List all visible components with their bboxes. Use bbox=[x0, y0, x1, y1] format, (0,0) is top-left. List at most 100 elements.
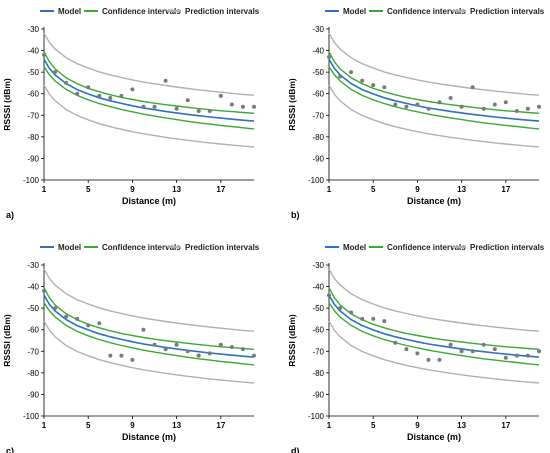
data-point bbox=[327, 55, 331, 59]
data-point bbox=[163, 78, 168, 83]
y-tick-label: -70 bbox=[27, 111, 39, 120]
y-tick-label: -30 bbox=[312, 25, 324, 34]
prediction-line bbox=[328, 320, 540, 384]
data-point bbox=[108, 353, 113, 358]
data-point bbox=[252, 353, 256, 358]
data-point bbox=[371, 83, 376, 88]
data-point bbox=[393, 340, 398, 345]
panel-label: a) bbox=[6, 210, 14, 220]
y-tick-label: -30 bbox=[27, 25, 39, 34]
data-point bbox=[448, 342, 453, 347]
legend-label-prediction: Prediction intervals bbox=[470, 243, 545, 252]
model-line bbox=[43, 294, 255, 358]
y-axis-label: RSSSI (dBm) bbox=[2, 78, 12, 131]
data-point bbox=[86, 85, 91, 90]
data-point bbox=[448, 96, 453, 100]
legend: Model Confidence intervals Prediction inte… bbox=[40, 7, 260, 16]
x-axis-label: Distance (m) bbox=[122, 196, 176, 206]
legend-label-prediction: Prediction intervals bbox=[185, 7, 260, 16]
data-point bbox=[42, 288, 46, 293]
data-point bbox=[404, 104, 409, 109]
y-tick-label: -100 bbox=[308, 176, 325, 185]
data-point bbox=[64, 314, 69, 319]
data-point bbox=[404, 347, 409, 352]
data-point bbox=[338, 306, 343, 311]
prediction-line bbox=[328, 84, 540, 148]
legend-label-model: Model bbox=[343, 243, 366, 252]
data-point bbox=[152, 104, 157, 109]
legend: Model Confidence intervals Prediction inte… bbox=[325, 7, 545, 16]
data-point bbox=[426, 106, 431, 111]
x-tick-label: 13 bbox=[457, 185, 466, 194]
legend-label-model: Model bbox=[343, 7, 366, 16]
y-tick-label: -100 bbox=[308, 412, 325, 421]
x-tick-label: 1 bbox=[327, 185, 332, 194]
legend-label-prediction: Prediction intervals bbox=[470, 7, 545, 16]
data-point bbox=[437, 357, 442, 362]
x-tick-label: 1 bbox=[327, 421, 332, 430]
y-tick-label: -60 bbox=[27, 90, 39, 99]
data-point bbox=[196, 353, 201, 358]
y-tick-label: -90 bbox=[27, 154, 39, 163]
data-point bbox=[97, 321, 102, 326]
y-tick-label: -80 bbox=[312, 133, 324, 142]
data-point bbox=[130, 357, 135, 362]
y-tick-label: -70 bbox=[27, 347, 39, 356]
data-point bbox=[514, 353, 519, 358]
model-line bbox=[328, 58, 540, 122]
data-point bbox=[75, 91, 80, 96]
y-tick-label: -80 bbox=[27, 369, 39, 378]
y-axis-label: RSSSI (dBm) bbox=[287, 78, 297, 131]
x-tick-label: 17 bbox=[216, 421, 225, 430]
y-tick-label: -50 bbox=[312, 304, 324, 313]
confidence-line bbox=[43, 66, 255, 130]
data-point bbox=[42, 52, 46, 57]
y-tick-label: -100 bbox=[23, 412, 40, 421]
data-point bbox=[481, 342, 486, 347]
data-point bbox=[327, 293, 331, 298]
data-point bbox=[64, 80, 69, 85]
prediction-line bbox=[328, 32, 540, 96]
y-tick-label: -70 bbox=[312, 111, 324, 120]
prediction-line bbox=[328, 268, 540, 332]
y-tick-label: -50 bbox=[27, 304, 39, 313]
data-point bbox=[525, 353, 530, 358]
data-point bbox=[218, 93, 223, 98]
x-axis-label: Distance (m) bbox=[122, 432, 176, 442]
data-point bbox=[349, 310, 354, 315]
data-point bbox=[338, 74, 343, 79]
data-point bbox=[470, 349, 475, 354]
x-tick-label: 17 bbox=[216, 185, 225, 194]
prediction-line bbox=[43, 320, 255, 384]
legend-label-confidence: Confidence intervals bbox=[102, 7, 181, 16]
x-tick-label: 1 bbox=[42, 421, 47, 430]
data-point bbox=[360, 316, 365, 321]
legend-label-confidence: Confidence intervals bbox=[387, 243, 466, 252]
data-point bbox=[360, 78, 365, 83]
data-point bbox=[459, 104, 464, 109]
y-axis-label: RSSSI (dBm) bbox=[2, 314, 12, 367]
x-tick-label: 9 bbox=[415, 421, 420, 430]
legend-label-prediction: Prediction intervals bbox=[185, 243, 260, 252]
data-point bbox=[459, 349, 464, 354]
data-point bbox=[174, 106, 179, 111]
y-tick-label: -90 bbox=[312, 154, 324, 163]
data-point bbox=[503, 355, 508, 360]
data-point bbox=[537, 104, 541, 109]
data-point bbox=[481, 106, 486, 111]
panel-3: Model Confidence intervals Prediction inte… bbox=[2, 243, 260, 453]
data-point bbox=[252, 104, 256, 109]
data-point bbox=[141, 104, 146, 109]
data-point bbox=[53, 306, 58, 311]
data-point bbox=[152, 342, 157, 347]
prediction-line bbox=[43, 32, 255, 96]
x-tick-label: 5 bbox=[371, 185, 376, 194]
confidence-line bbox=[43, 287, 255, 350]
data-point bbox=[415, 351, 420, 356]
data-point bbox=[229, 345, 234, 349]
confidence-line bbox=[43, 302, 255, 366]
panel-1: Model Confidence intervals Prediction inte… bbox=[2, 7, 260, 220]
data-point bbox=[371, 316, 376, 321]
y-tick-label: -60 bbox=[312, 326, 324, 335]
